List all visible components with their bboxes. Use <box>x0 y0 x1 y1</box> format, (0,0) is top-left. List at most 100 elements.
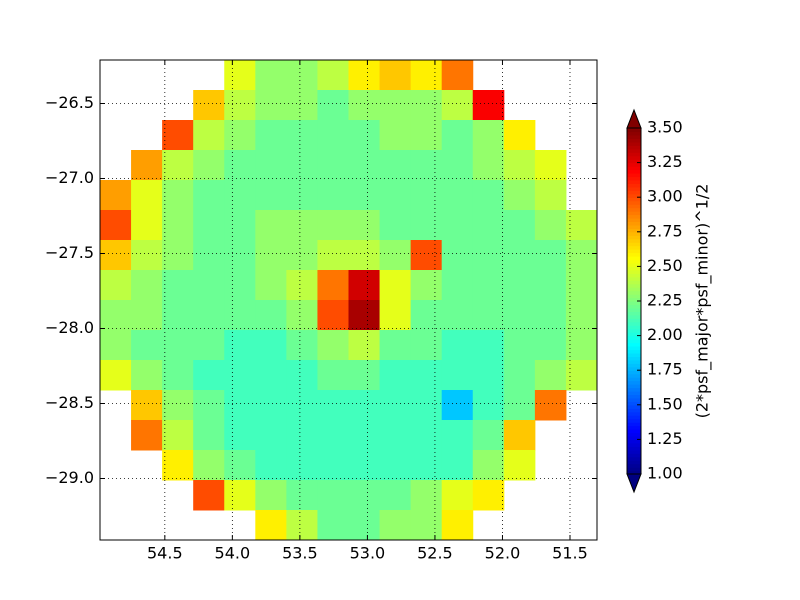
heatmap-cell <box>534 150 567 181</box>
colorbar-swatch <box>627 422 641 427</box>
heatmap-cell <box>193 360 225 391</box>
heatmap-cell <box>379 120 412 151</box>
colorbar-swatch <box>627 252 641 257</box>
y-tick-label: −26.5 <box>45 93 94 112</box>
heatmap-cell <box>565 300 598 331</box>
colorbar-swatch <box>627 377 641 382</box>
heatmap-cell <box>255 120 287 151</box>
heatmap-cell <box>162 150 194 181</box>
heatmap-cell <box>441 120 474 151</box>
x-tick-label: 51.5 <box>552 544 588 563</box>
heatmap-cell <box>410 480 443 511</box>
heatmap-cell <box>100 180 132 211</box>
colorbar-swatch <box>627 197 641 202</box>
heatmap-cell <box>348 270 381 301</box>
colorbar-swatch <box>627 314 641 319</box>
heatmap-cell <box>100 210 132 241</box>
heatmap-cell <box>472 210 505 241</box>
colorbar-swatch <box>627 235 641 240</box>
heatmap-cell <box>317 300 349 331</box>
heatmap-cell <box>441 90 474 121</box>
colorbar-swatch <box>627 294 641 299</box>
heatmap-cell <box>379 480 412 511</box>
colorbar-swatch <box>627 224 641 229</box>
heatmap-cell <box>193 420 225 451</box>
heatmap-cell <box>286 390 318 421</box>
heatmap-cell <box>472 420 505 451</box>
heatmap-cell <box>565 210 598 241</box>
colorbar-swatch <box>627 162 641 167</box>
heatmap-cell <box>131 420 163 451</box>
colorbar-swatch <box>627 352 641 357</box>
heatmap-cell <box>379 240 412 271</box>
heatmap-cell <box>255 480 287 511</box>
colorbar-swatch <box>627 228 641 233</box>
colorbar-swatch <box>627 411 641 416</box>
heatmap-cell <box>317 120 349 151</box>
heatmap-cell <box>193 450 225 481</box>
colorbar-swatch <box>627 290 641 295</box>
heatmap-cell <box>441 450 474 481</box>
heatmap-cell <box>534 210 567 241</box>
heatmap-cell <box>410 90 443 121</box>
heatmap-cell <box>441 240 474 271</box>
heatmap-cell <box>255 150 287 181</box>
colorbar-swatch <box>627 318 641 323</box>
heatmap-cell <box>255 330 287 361</box>
colorbar-swatch <box>627 172 641 178</box>
colorbar-swatch <box>627 311 641 316</box>
heatmap-cell <box>534 360 567 391</box>
colorbar-swatch <box>627 134 641 139</box>
colorbar-swatch <box>627 138 641 143</box>
heatmap-cell <box>348 240 381 271</box>
heatmap-cell <box>193 270 225 301</box>
colorbar-swatch <box>627 456 641 461</box>
colorbar-swatch <box>627 179 641 184</box>
heatmap-cell <box>193 390 225 421</box>
colorbar-swatch <box>627 214 641 219</box>
colorbar-swatch <box>627 266 641 271</box>
heatmap-cell <box>410 330 443 361</box>
heatmap-cell <box>131 360 163 391</box>
heatmap-cell <box>255 510 287 541</box>
colorbar-swatch <box>627 415 641 420</box>
heatmap-cell <box>193 330 225 361</box>
heatmap-cell <box>348 480 381 511</box>
x-tick-label: 52.5 <box>417 544 453 563</box>
heatmap-cell <box>255 300 287 331</box>
heatmap-cell <box>472 330 505 361</box>
heatmap-cell <box>286 480 318 511</box>
heatmap-cell <box>379 420 412 451</box>
heatmap-cell <box>503 210 536 241</box>
colorbar-tick-label: 1.75 <box>647 360 683 379</box>
heatmap-cell <box>379 150 412 181</box>
heatmap-cell <box>162 180 194 211</box>
heatmap-cell <box>162 360 194 391</box>
colorbar-tick-label: 3.00 <box>647 187 683 206</box>
heatmap-cell <box>255 240 287 271</box>
heatmap-cell <box>472 300 505 331</box>
heatmap-cell <box>472 270 505 301</box>
colorbar-swatch <box>627 190 641 195</box>
colorbar-tick-label: 1.25 <box>647 429 683 448</box>
heatmap-cell <box>379 210 412 241</box>
colorbar-swatch <box>627 432 641 437</box>
colorbar-swatch <box>627 166 641 171</box>
heatmap-cell <box>410 390 443 421</box>
heatmap-cell <box>224 150 256 181</box>
heatmap-cell <box>131 180 163 211</box>
colorbar-swatch <box>627 276 641 281</box>
y-tick-label: −28.0 <box>45 318 94 337</box>
heatmap-cell <box>503 300 536 331</box>
colorbar-swatch <box>627 463 641 468</box>
heatmap-cell <box>224 450 256 481</box>
colorbar-tick-label: 2.50 <box>647 256 683 275</box>
heatmap-cell <box>255 420 287 451</box>
x-tick-label: 52.0 <box>485 544 521 563</box>
heatmap-cell <box>503 120 536 151</box>
heatmap-cell <box>534 390 567 421</box>
heatmap-cell <box>317 180 349 211</box>
heatmap-cell <box>193 480 225 511</box>
heatmap-cell <box>410 240 443 271</box>
colorbar-swatch <box>627 169 641 174</box>
